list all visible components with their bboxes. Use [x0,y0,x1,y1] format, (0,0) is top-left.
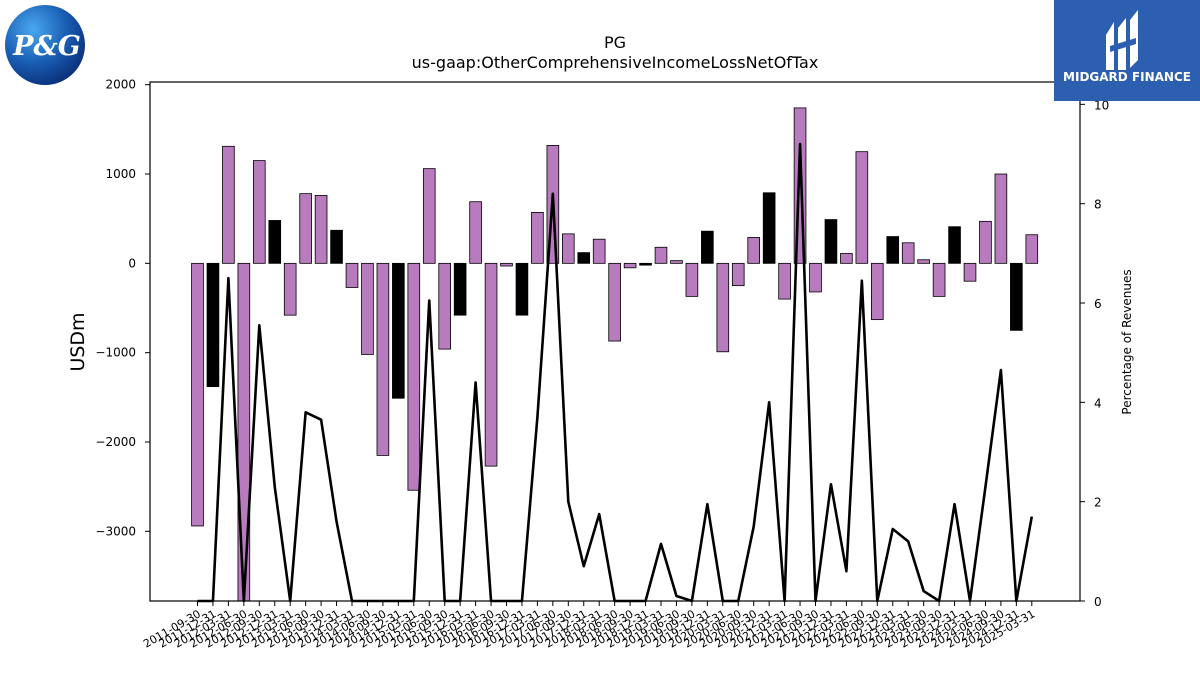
y-tick-label: −2000 [95,435,136,449]
bar-2017-12-31 [577,252,591,264]
bar-2014-12-31 [392,262,405,399]
bar-series [191,107,1039,601]
bar-2017-09-30 [562,233,575,264]
bar-2021-12-31 [824,219,838,264]
bar-2015-12-31 [453,262,467,316]
midgard-finance-logo: MIDGARD FINANCE [1054,0,1200,101]
bar-2020-12-31 [762,192,776,264]
bar-2015-06-30 [422,168,436,264]
bar-2024-09-30 [994,173,1008,264]
bar-2016-09-30 [500,262,513,267]
bar-2017-03-31 [531,212,544,264]
bar-2022-12-31 [886,236,900,264]
y-tick-label: −1000 [95,346,136,360]
bar-2024-03-31 [963,262,977,282]
bar-2013-09-30 [314,195,328,264]
pg-logo-text: P&G [12,31,81,62]
bar-2014-03-31 [345,262,359,288]
plot-frame [149,81,1081,602]
bar-2024-12-31 [1010,262,1023,331]
bar-2015-03-31 [407,262,421,491]
bar-2024-06-30 [979,220,992,264]
bar-2015-09-30 [438,262,451,350]
bar-2016-06-30 [484,262,498,467]
y2-tick-label: 6 [1094,297,1102,311]
y-axis-label: USDm [67,312,89,371]
pg-logo: P&G [5,5,85,85]
bar-2019-12-31 [701,230,714,264]
bar-2018-03-31 [592,238,606,264]
bar-2021-09-30 [809,262,822,293]
bar-2020-09-30 [747,237,760,264]
y2-axis: 0 2 4 6 8 10 [1080,98,1109,609]
midgard-logo-text: MIDGARD FINANCE [1063,70,1191,84]
chart-title: PG [604,33,626,52]
bar-2022-06-30 [855,151,869,264]
bar-2012-06-30 [237,262,251,601]
bar-2012-03-31 [222,145,235,264]
y-tick-label: 2000 [105,78,136,92]
bar-2014-06-30 [361,262,374,355]
bar-2012-09-30 [252,160,266,264]
y-tick-label: −3000 [95,524,136,538]
bar-2016-12-31 [515,262,529,316]
bar-2022-03-31 [840,253,853,264]
bar-2023-12-31 [948,226,961,264]
bar-2021-03-31 [778,262,791,300]
y2-tick-label: 10 [1094,98,1109,112]
bar-2013-03-31 [283,262,297,316]
bar-2012-12-31 [268,220,282,264]
bar-2025-03-31 [1025,234,1039,264]
bar-2023-06-30 [917,259,930,264]
bar-2021-06-30 [793,107,807,264]
bar-2013-12-31 [330,229,343,264]
bar-2016-03-31 [469,201,482,264]
bar-2014-09-30 [376,262,390,456]
x-axis: 2011-09-302011-12-312012-03-312012-06-30… [141,601,1037,651]
y2-axis-label: Percentage of Revenues [1120,269,1134,414]
bar-2011-12-31 [206,262,220,388]
midgard-emblem-icon [1106,10,1138,70]
bar-2023-09-30 [932,262,946,297]
bar-2018-12-31 [639,262,652,266]
bar-2020-06-30 [731,262,745,287]
y2-tick-label: 4 [1094,396,1102,410]
bar-2011-09-30 [191,262,204,527]
bar-2019-06-30 [670,260,683,264]
bar-2020-03-31 [716,262,730,353]
y2-tick-label: 2 [1094,496,1102,510]
y-tick-label: 1000 [105,167,136,181]
bar-2023-03-31 [901,242,915,264]
bar-2018-06-30 [608,262,621,342]
bar-2022-09-30 [871,262,884,321]
y-axis: 2000 1000 0 −1000 −2000 −3000 [95,78,150,538]
bar-2019-09-30 [685,262,699,297]
bar-2018-09-30 [623,262,637,269]
y-tick-label: 0 [128,256,136,270]
bar-2019-03-31 [654,246,668,264]
chart-subtitle: us-gaap:OtherComprehensiveIncomeLossNetO… [412,53,819,72]
bar-2013-06-30 [299,193,312,264]
y2-tick-label: 8 [1094,198,1102,212]
y2-tick-label: 0 [1094,595,1102,609]
